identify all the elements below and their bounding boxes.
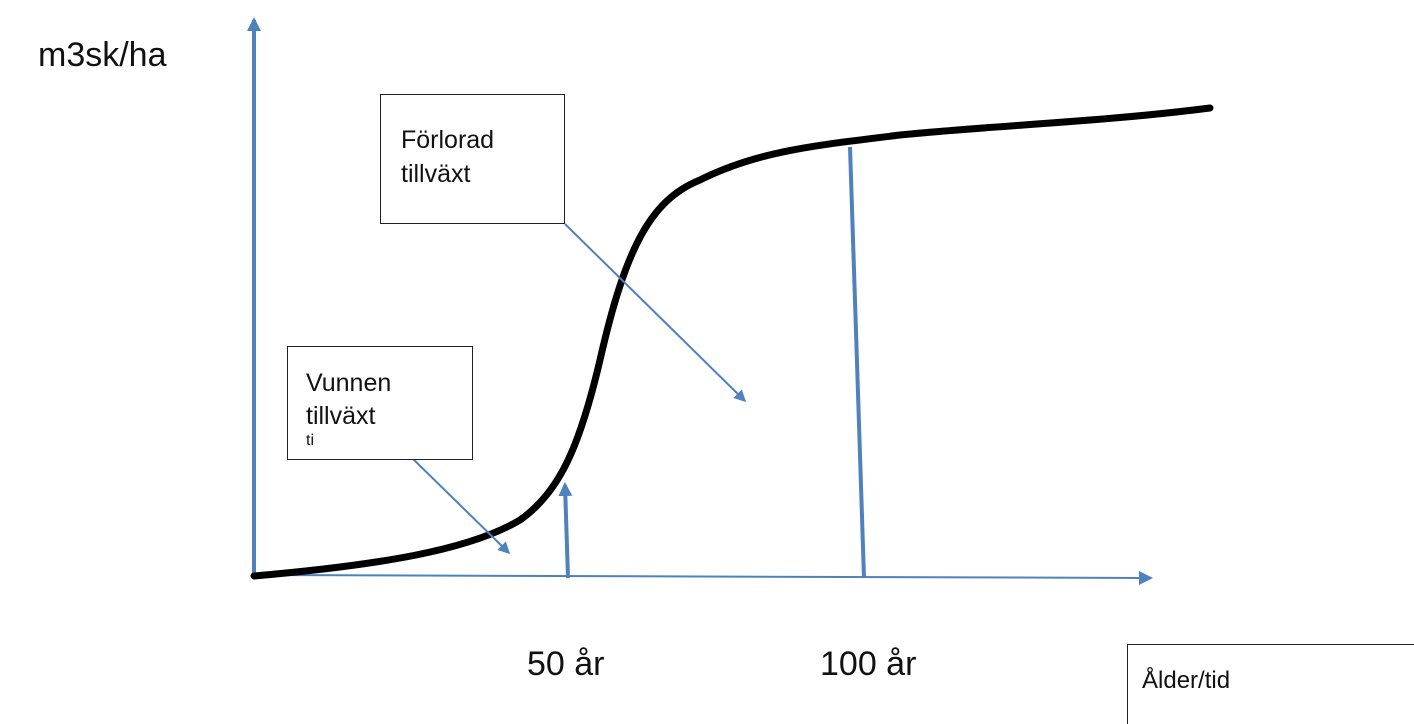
lost-growth-line1: Förlorad bbox=[401, 126, 495, 154]
x-tick-50: 50 år bbox=[527, 645, 605, 683]
x-axis bbox=[253, 570, 1153, 585]
gained-growth-pointer-arrow bbox=[409, 455, 511, 555]
lost-growth-line2: tillväxt bbox=[401, 160, 471, 188]
x-tick-100: 100 år bbox=[820, 645, 917, 683]
age-time-box: Ålder/tid bbox=[1127, 644, 1414, 724]
age-time-label: Ålder/tid bbox=[1142, 667, 1231, 694]
age-50-marker-arrow bbox=[558, 482, 573, 579]
growth-curve bbox=[250, 104, 1214, 580]
age-100-marker-line bbox=[848, 146, 866, 579]
growth-diagram bbox=[247, 17, 1214, 585]
gained-growth-line2: tillväxt bbox=[306, 402, 376, 430]
lost-growth-callout: Förlorad tillväxt bbox=[380, 94, 565, 224]
gained-growth-line3: ti bbox=[306, 432, 314, 449]
gained-growth-line1: Vunnen bbox=[306, 369, 392, 397]
gained-growth-callout: Vunnen tillväxt ti bbox=[287, 346, 473, 460]
y-axis-label: m3sk/ha bbox=[38, 36, 167, 74]
lost-growth-pointer-arrow bbox=[564, 223, 747, 403]
